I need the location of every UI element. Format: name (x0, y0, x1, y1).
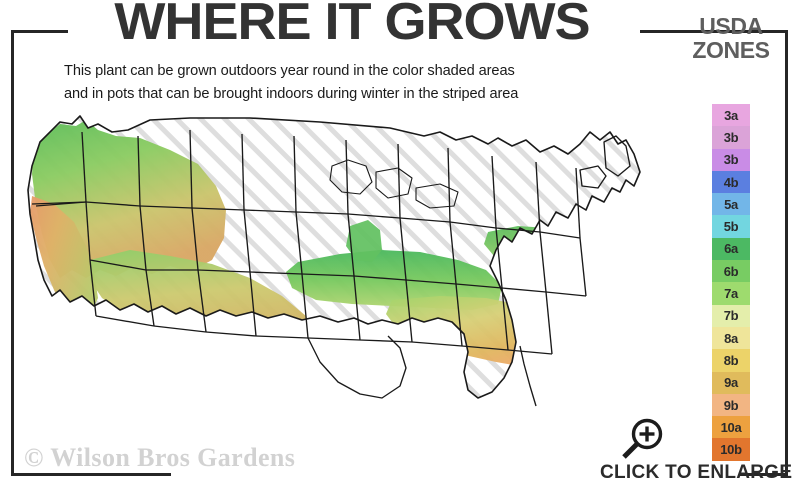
legend-swatch-label: 5a (724, 196, 738, 212)
legend-title-line-2: ZONES (692, 37, 770, 64)
frame-border-bottom-left (11, 473, 171, 476)
legend-swatch-7b-9[interactable]: 7b (712, 304, 750, 327)
legend-swatch-6b-7[interactable]: 6b (712, 260, 750, 283)
frame-border-bottom-right (740, 473, 788, 476)
magnifier-plus-svg (622, 418, 663, 459)
legend-swatch-6a-6[interactable]: 6a (712, 237, 750, 261)
subtitle-line-1: This plant can be grown outdoors year ro… (64, 63, 515, 79)
legend-swatch-label: 6a (724, 241, 738, 257)
legend-swatch-8a-10[interactable]: 8a (712, 326, 750, 350)
legend-swatch-label: 10b (720, 442, 742, 458)
legend-swatch-4b-3[interactable]: 4b (712, 170, 750, 194)
legend-swatch-label: 3b (723, 152, 739, 168)
page-title: WHERE IT GROWS (114, 0, 590, 51)
legend-swatch-9a-12[interactable]: 9a (712, 371, 750, 394)
click-to-enlarge-label[interactable]: CLICK TO ENLARGE (600, 462, 793, 483)
legend-swatch-label: 7b (723, 308, 739, 324)
legend-swatch-label: 9a (724, 375, 738, 391)
subtitle-line-2: and in pots that can be brought indoors … (64, 85, 519, 102)
map-state-borders (27, 115, 641, 407)
legend-swatch-8b-11[interactable]: 8b (712, 349, 750, 372)
legend-swatch-label: 10a (720, 419, 742, 435)
usda-hardiness-map[interactable] (20, 110, 680, 460)
legend-swatch-3a-0[interactable]: 3a (712, 104, 750, 127)
legend-swatch-3b-1[interactable]: 3b (712, 126, 750, 149)
legend-swatch-label: 3a (724, 107, 738, 123)
map-svg (27, 115, 641, 407)
legend-swatch-3b-2[interactable]: 3b (712, 148, 750, 171)
legend-swatch-label: 3b (723, 129, 739, 145)
legend-title-line-1: USDA (699, 13, 763, 39)
legend-swatch-5b-5[interactable]: 5b (712, 215, 750, 238)
frame-border-left (11, 30, 14, 476)
legend-swatch-label: 8a (724, 330, 738, 346)
legend-swatch-10a-14[interactable]: 10a (712, 416, 750, 439)
legend-swatch-label: 9b (723, 397, 739, 413)
watermark: © Wilson Bros Gardens (24, 443, 296, 472)
legend-swatch-label: 4b (723, 174, 739, 190)
magnifier-plus-icon[interactable] (617, 417, 667, 462)
frame-border-top-left (11, 30, 68, 33)
legend-swatch-label: 8b (723, 352, 739, 368)
usda-zone-legend: 3a 3b 3b 4b 5a 5b 6a 6b 7a 7b 8a 8b 9a 9b 10a 10b (712, 104, 750, 461)
subtitle-text: This plant can be grown outdoors year ro… (64, 60, 624, 105)
frame-border-right (785, 30, 788, 476)
legend-title: USDA ZONES (675, 14, 787, 63)
legend-swatch-7a-8[interactable]: 7a (712, 282, 750, 305)
legend-swatch-10b-15[interactable]: 10b (712, 438, 750, 461)
frame-border-top-right (640, 30, 788, 33)
legend-swatch-label: 5b (723, 219, 739, 235)
legend-swatch-9b-13[interactable]: 9b (712, 393, 750, 417)
legend-swatch-5a-4[interactable]: 5a (712, 193, 750, 216)
legend-swatch-label: 7a (724, 286, 738, 302)
legend-swatch-label: 6b (723, 263, 739, 279)
